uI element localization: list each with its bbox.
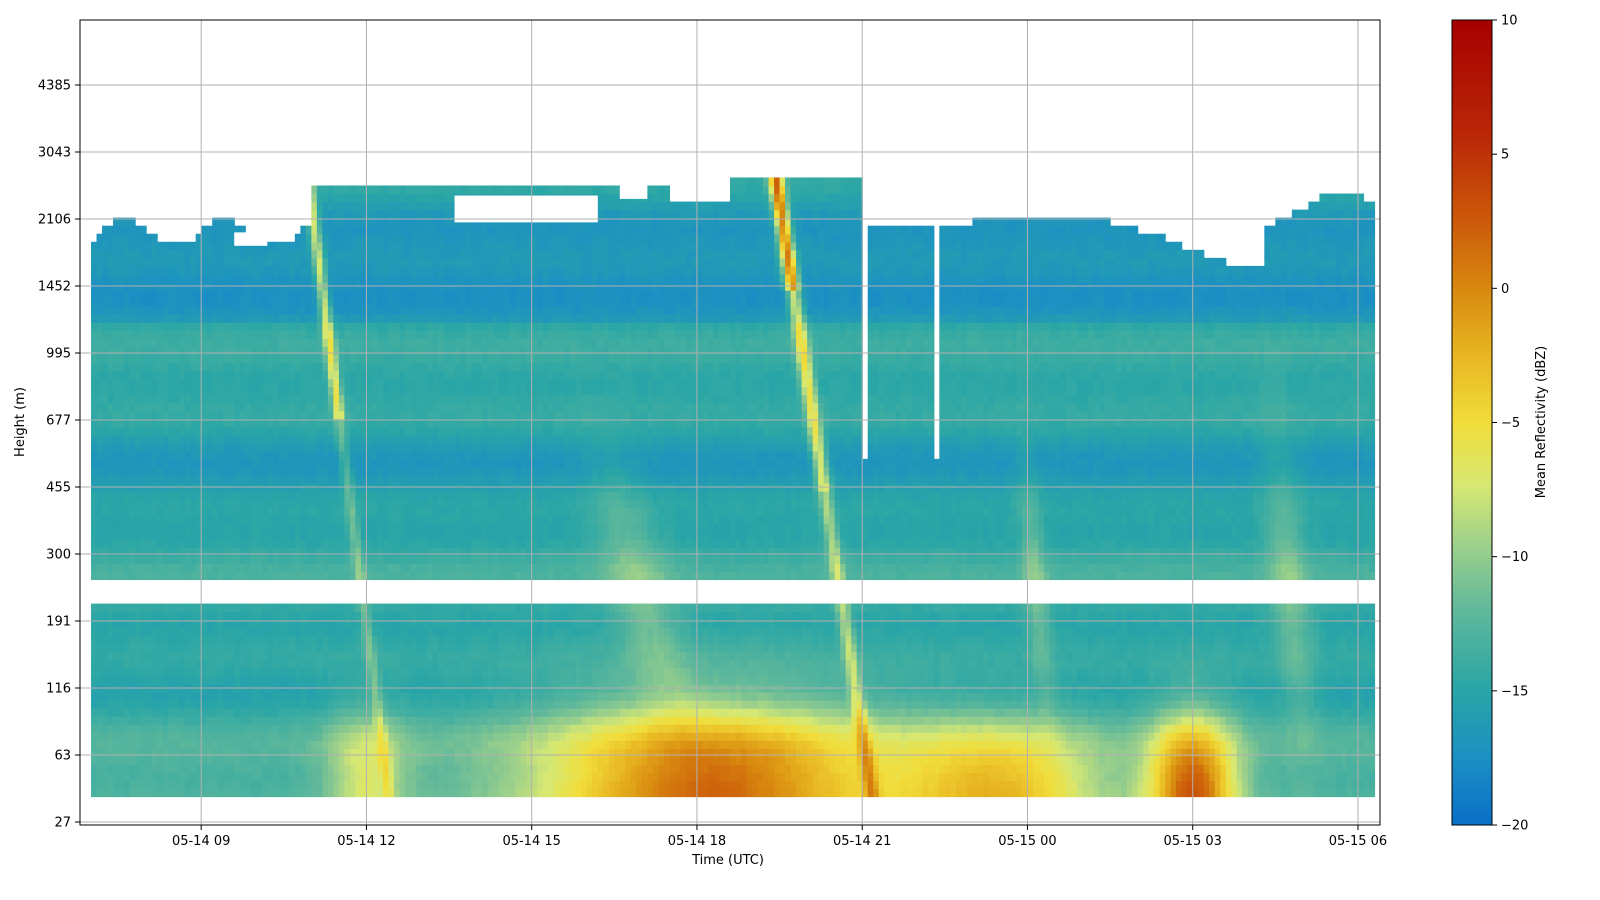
- x-axis-title: Time (UTC): [691, 853, 764, 868]
- y-axis: 27 63 116 191 300 455 677 995 1452 2106 3043 4385: [38, 79, 80, 831]
- colorbar-tick-label: 5: [1501, 148, 1509, 163]
- y-tick-label: 63: [54, 749, 71, 764]
- y-tick-label: 455: [46, 481, 71, 496]
- x-axis: 05-14 09 05-14 12 05-14 15 05-14 18 05-14 21…: [172, 825, 1387, 849]
- y-tick-label: 3043: [38, 146, 71, 161]
- y-tick-label: 27: [54, 816, 71, 831]
- heatmap-field: [91, 177, 1376, 798]
- colorbar-tick-label: −5: [1501, 416, 1520, 431]
- x-tick-label: 05-14 15: [502, 834, 560, 849]
- colorbar-tick-label: 10: [1501, 14, 1518, 29]
- colorbar-ticks: 10 5 0 −5 −10 −15 −20: [1492, 14, 1528, 834]
- colorbar-tick-label: −20: [1501, 819, 1528, 834]
- colorbar-tick-label: −10: [1501, 550, 1528, 565]
- x-tick-label: 05-14 09: [172, 834, 230, 849]
- colorbar-tick-label: −15: [1501, 684, 1528, 699]
- gridlines: [80, 20, 1380, 825]
- x-tick-label: 05-14 21: [833, 834, 891, 849]
- y-tick-label: 677: [46, 414, 71, 429]
- colorbar-title: Mean Reflectivity (dBZ): [1534, 346, 1549, 499]
- x-tick-label: 05-15 00: [998, 834, 1056, 849]
- y-tick-label: 4385: [38, 79, 71, 94]
- y-axis-title: Height (m): [13, 387, 28, 457]
- y-tick-label: 1452: [38, 280, 71, 295]
- y-tick-label: 116: [46, 682, 71, 697]
- y-tick-label: 300: [46, 548, 71, 563]
- y-tick-label: 995: [46, 347, 71, 362]
- y-tick-label: 191: [46, 615, 71, 630]
- x-tick-label: 05-14 12: [337, 834, 395, 849]
- x-tick-label: 05-14 18: [668, 834, 726, 849]
- x-tick-label: 05-15 06: [1329, 834, 1387, 849]
- colorbar-tick-label: 0: [1501, 282, 1509, 297]
- plot-frame: [79, 19, 1381, 826]
- colorbar: [1451, 19, 1493, 826]
- x-tick-label: 05-15 03: [1163, 834, 1221, 849]
- y-tick-label: 2106: [38, 213, 71, 228]
